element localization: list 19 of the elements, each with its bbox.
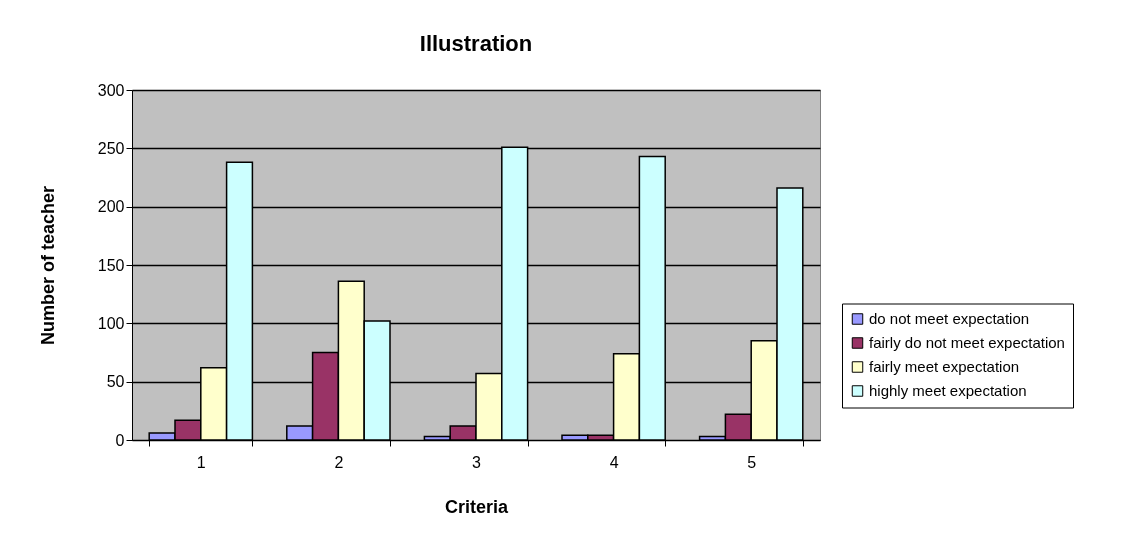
legend-label: fairly meet expectation (869, 358, 1020, 375)
x-tick-label: 2 (334, 453, 344, 471)
y-tick-label: 0 (115, 431, 125, 449)
chart-title: Illustration (419, 31, 533, 56)
x-tick-label: 1 (196, 453, 206, 471)
y-tick-label: 200 (97, 198, 125, 216)
x-tick-label: 3 (472, 453, 482, 471)
legend-label: do not meet expectation (869, 310, 1030, 327)
y-tick-label: 100 (97, 314, 125, 332)
x-tick-label: 4 (609, 453, 619, 471)
y-tick-label: 150 (97, 256, 125, 274)
y-axis-title: Number of teacher (37, 185, 58, 346)
legend-label: fairly do not meet expectation (869, 334, 1065, 351)
legend-label: highly meet expectation (869, 382, 1027, 399)
y-tick-label: 50 (106, 373, 125, 391)
y-tick-label: 250 (97, 139, 125, 157)
x-axis-title: Criteria (444, 496, 509, 517)
x-tick-label: 5 (747, 453, 757, 471)
y-tick-label: 300 (97, 81, 125, 99)
